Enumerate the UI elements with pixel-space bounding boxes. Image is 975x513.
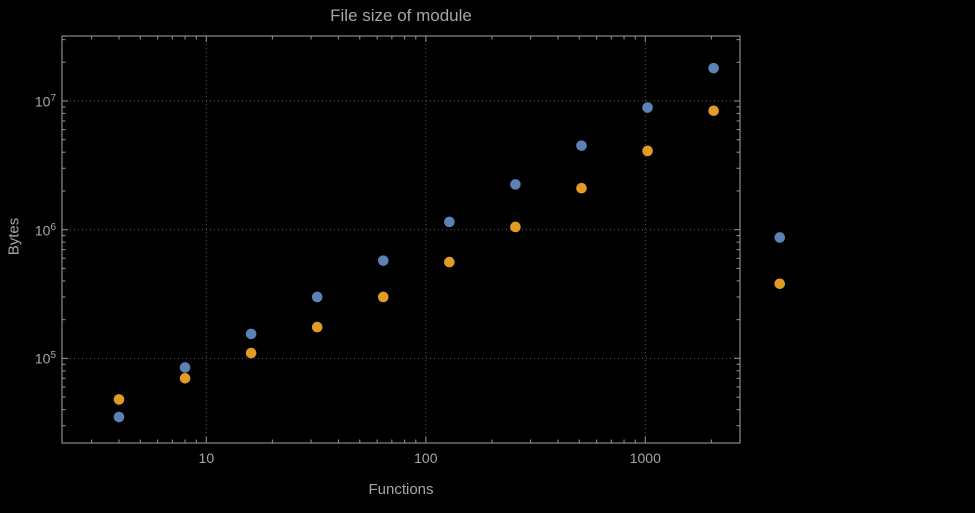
orange-data-point bbox=[245, 347, 257, 359]
orange-data-point bbox=[510, 221, 521, 233]
orange-data-point bbox=[179, 373, 191, 384]
orange-data-point bbox=[311, 321, 323, 333]
chart-title: File size of module bbox=[330, 6, 472, 25]
y-tick-label: 106 bbox=[34, 221, 56, 239]
blue-data-point bbox=[179, 362, 191, 373]
x-tick-label: 1000 bbox=[629, 450, 661, 466]
blue-data-point bbox=[245, 328, 257, 340]
y-tick-label: 107 bbox=[34, 93, 56, 110]
y-tick-label: 105 bbox=[34, 350, 56, 368]
blue-data-point bbox=[377, 255, 389, 266]
orange-data-point bbox=[774, 278, 786, 290]
blue-data-point bbox=[311, 291, 323, 303]
x-tick-label: 100 bbox=[414, 450, 438, 466]
blue-data-point bbox=[774, 232, 786, 243]
plot-frame bbox=[61, 35, 741, 444]
orange-data-point bbox=[576, 182, 587, 194]
orange-data-point bbox=[708, 105, 719, 117]
blue-data-point bbox=[576, 140, 587, 151]
blue-data-point bbox=[113, 411, 125, 423]
orange-data-point bbox=[377, 291, 389, 303]
blue-data-point bbox=[444, 216, 455, 228]
orange-data-point bbox=[642, 145, 653, 157]
orange-data-point bbox=[444, 256, 455, 268]
x-axis-label: Functions bbox=[368, 481, 434, 498]
blue-data-point bbox=[510, 179, 521, 190]
blue-data-point bbox=[708, 62, 719, 74]
blue-data-point bbox=[642, 102, 653, 113]
orange-data-point bbox=[113, 394, 125, 405]
x-tick-label: 10 bbox=[198, 450, 215, 466]
